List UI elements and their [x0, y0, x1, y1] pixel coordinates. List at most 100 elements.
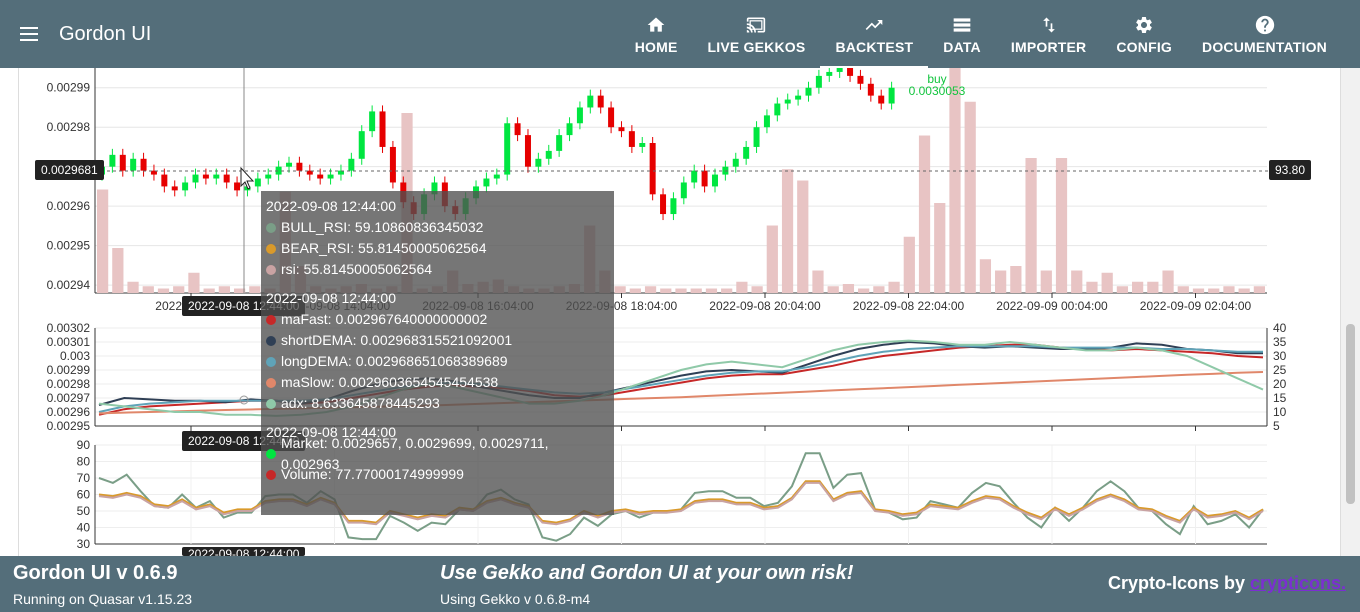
- tooltip-row: rsi: 55.81450005062564: [266, 259, 609, 280]
- candle-body: [348, 158, 355, 171]
- tooltip-rsi-group: 2022-09-08 12:44:00 BULL_RSI: 59.1086083…: [266, 196, 609, 280]
- tooltip-row: Market: 0.0029657, 0.0029699, 0.0029711,…: [266, 435, 609, 472]
- series-dot: [266, 314, 276, 325]
- volume-bar: [1101, 272, 1113, 293]
- nav-documentation-label: DOCUMENTATION: [1202, 38, 1327, 55]
- right-tick-label: 5: [1273, 419, 1280, 433]
- candle-body: [556, 135, 563, 151]
- tooltip-value: longDEMA: 0.002968651068389689: [281, 353, 508, 369]
- rsi-chart[interactable]: 90 80 70 60 50 40 30: [77, 438, 1267, 551]
- left-tick-label: 0.00295: [47, 419, 91, 433]
- crosshair-point-ind1: [239, 395, 249, 405]
- right-tick-label: 25: [1273, 363, 1287, 377]
- candle-body: [566, 123, 573, 136]
- left-tick-label: 0.003: [60, 349, 90, 363]
- volume-bar: [218, 286, 230, 293]
- price-chart[interactable]: 0.002990.002980.002970.002960.002950.002…: [47, 68, 1267, 313]
- series-dot: [266, 335, 276, 346]
- volume-bar: [736, 281, 748, 293]
- series-dot: [266, 377, 276, 388]
- volume-bar: [233, 288, 246, 293]
- footer-left: Gordon UI v 0.6.9 Running on Quasar v1.1…: [13, 562, 192, 607]
- y-tick-label: 0.00295: [47, 239, 91, 253]
- nav-backtest[interactable]: BACKTEST: [820, 0, 929, 68]
- nav-live-gekkos[interactable]: LIVE GEKKOS: [693, 0, 821, 68]
- nav-home[interactable]: HOME: [620, 0, 693, 68]
- candle-body: [524, 135, 531, 167]
- volume-bar: [842, 284, 855, 293]
- tooltip-value: BEAR_RSI: 55.81450005062564: [281, 240, 487, 256]
- candle-body: [784, 99, 791, 104]
- volume-bar: [97, 189, 109, 293]
- left-tick-label: 0.00297: [47, 391, 91, 405]
- nav-importer[interactable]: IMPORTER: [996, 0, 1102, 68]
- volume-bar: [918, 135, 931, 293]
- tooltip-indicator-group: 2022-09-08 12:44:00 maFast: 0.0029676400…: [266, 288, 609, 414]
- candle-body: [680, 182, 687, 199]
- cast-icon: [745, 14, 767, 36]
- candle-body: [379, 111, 386, 147]
- y-tick-label: 0.00294: [47, 278, 91, 292]
- candle-body: [826, 71, 833, 76]
- candle-body: [867, 83, 874, 96]
- series-dot: [266, 448, 276, 459]
- volume-bar: [858, 288, 870, 293]
- indicator-chart[interactable]: 0.003020.003010.0030.002990.002980.00297…: [47, 321, 1287, 433]
- volume-bar: [873, 286, 885, 293]
- volume-bar: [660, 288, 672, 293]
- candle-body: [483, 178, 490, 187]
- nav-importer-label: IMPORTER: [1010, 38, 1087, 55]
- tooltip-row: adx: 8.633645878445293: [266, 393, 609, 414]
- right-tick-label: 35: [1273, 335, 1287, 349]
- y-tick-label: 40: [77, 521, 91, 535]
- candle-body: [223, 174, 230, 183]
- tooltip-row: maFast: 0.002967640000000002: [266, 309, 609, 330]
- series-dot: [266, 264, 276, 275]
- volume-bar: [127, 281, 139, 293]
- candle-body: [608, 107, 615, 128]
- volume-bar: [142, 286, 154, 293]
- candle-body: [150, 170, 157, 175]
- candle-body: [753, 127, 760, 147]
- menu-button[interactable]: [0, 0, 58, 68]
- candle-body: [639, 143, 646, 147]
- volume-bar: [644, 286, 657, 293]
- candle-body: [234, 182, 241, 191]
- candle-body: [213, 174, 220, 179]
- volume-bar: [705, 288, 718, 293]
- home-icon: [645, 14, 667, 36]
- candle-body: [805, 87, 812, 96]
- help-icon: [1254, 14, 1276, 36]
- nav-config[interactable]: CONFIG: [1101, 0, 1187, 68]
- candle-body: [514, 123, 521, 136]
- chart-tooltip: 2022-09-08 12:44:00 BULL_RSI: 59.1086083…: [261, 191, 614, 515]
- tooltip-row: longDEMA: 0.002968651068389689: [266, 351, 609, 372]
- series-dot: [266, 243, 276, 254]
- candle-body: [535, 158, 542, 167]
- tooltip-value: shortDEMA: 0.002968315521092001: [281, 332, 513, 348]
- tooltip-value: Market: 0.0029657, 0.0029699, 0.0029711,…: [281, 434, 549, 472]
- crosshair-right-label: 93.80: [1269, 160, 1312, 180]
- volume-bar: [629, 288, 641, 293]
- nav-documentation[interactable]: DOCUMENTATION: [1187, 0, 1342, 68]
- y-tick-label: 90: [77, 438, 91, 452]
- volume-bar: [949, 68, 961, 293]
- page-scrollbar[interactable]: [1341, 68, 1360, 556]
- candle-body: [130, 158, 137, 171]
- nav-data[interactable]: DATA: [928, 0, 996, 68]
- volume-bar: [1025, 158, 1037, 293]
- candle-body: [576, 107, 583, 124]
- volume-bar: [675, 288, 687, 293]
- volume-bar: [888, 281, 900, 293]
- left-tick-label: 0.00301: [47, 335, 91, 349]
- scrollbar-thumb[interactable]: [1346, 324, 1355, 504]
- volume-bar: [995, 270, 1007, 293]
- right-tick-label: 30: [1273, 349, 1287, 363]
- candle-body: [431, 182, 438, 195]
- volume-bar: [249, 286, 261, 293]
- crypticons-link[interactable]: crypticons.: [1249, 573, 1346, 593]
- candle-body: [878, 95, 885, 104]
- tooltip-row: shortDEMA: 0.002968315521092001: [266, 330, 609, 351]
- candle-body: [254, 178, 261, 187]
- app-version: Gordon UI v 0.6.9: [13, 562, 178, 584]
